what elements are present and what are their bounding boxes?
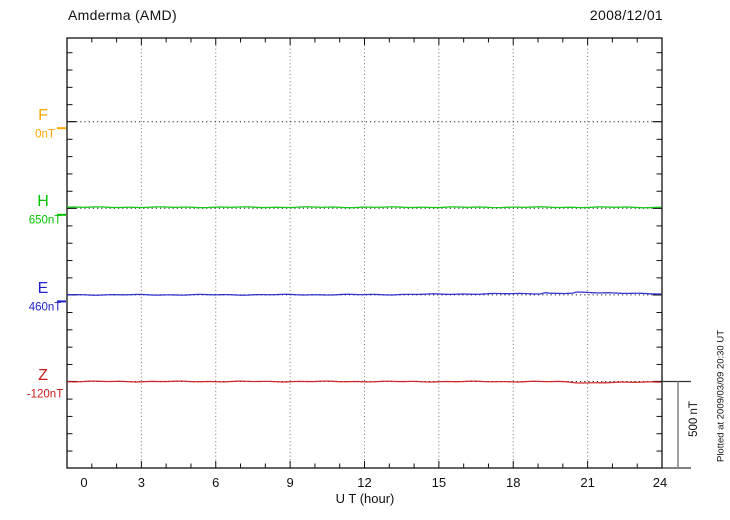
component-label-E: E [37,279,49,297]
x-tick-label-24: 24 [652,475,668,490]
component-baseline-value-Z: -120nT [26,387,64,400]
scalebar-label: 500 nT [688,401,700,437]
x-tick-label-0: 0 [80,475,88,490]
trace-H [66,206,661,209]
trace-Z [66,380,662,384]
x-tick-label-6: 6 [212,475,220,490]
x-tick-label-9: 9 [286,475,294,490]
x-tick-label-12: 12 [357,475,372,490]
component-label-H: H [37,193,49,211]
component-baseline-value-E: 460nT [28,301,62,314]
x-tick-label-3: 3 [137,475,145,490]
component-label-F: F [38,106,48,124]
component-baseline-value-F: 0nT [35,127,55,140]
component-baseline-value-H: 650nT [28,214,62,227]
plot-frame [66,37,663,469]
component-label-Z: Z [38,366,48,384]
x-tick-label-21: 21 [580,475,595,490]
trace-E [67,291,662,296]
x-axis-label: U T (hour) [335,491,395,506]
x-tick-label-18: 18 [506,475,521,490]
plot-date: 2008/12/01 [589,7,663,23]
plotted-note: Plotted at 2009/03/09 20:30 UT [715,329,727,463]
x-tick-label-15: 15 [431,475,447,490]
station-title: Amderma (AMD) [68,7,177,23]
